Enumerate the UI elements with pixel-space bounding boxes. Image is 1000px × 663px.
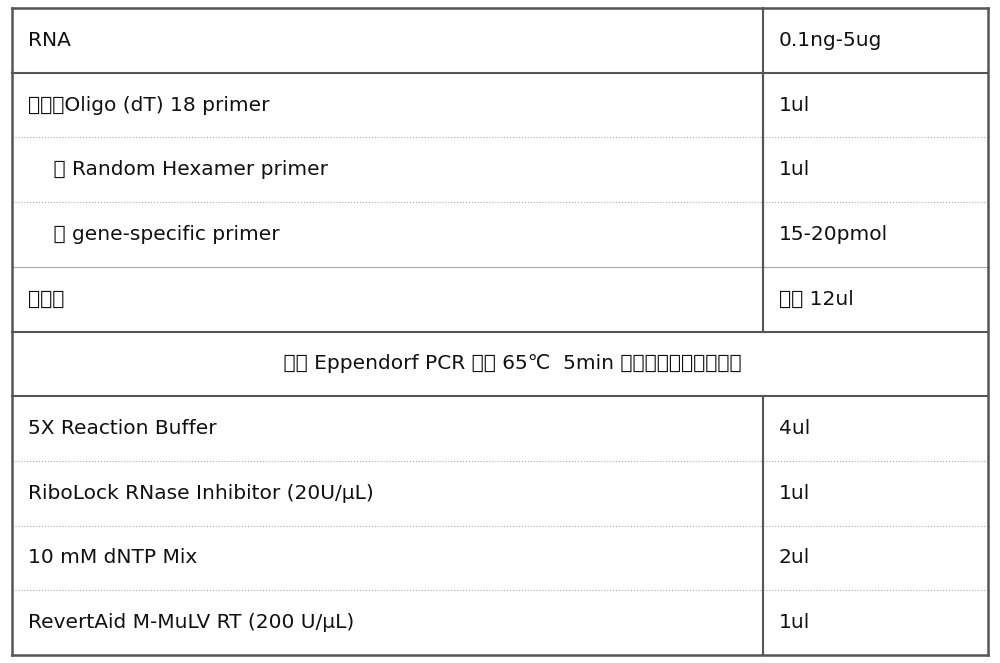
Text: 1ul: 1ul (779, 484, 810, 503)
Text: 1ul: 1ul (779, 95, 810, 115)
Text: 或 gene-specific primer: 或 gene-specific primer (28, 225, 280, 244)
Text: 或 Random Hexamer primer: 或 Random Hexamer primer (28, 160, 328, 179)
Text: 置于 Eppendorf PCR 仪上 65℃  5min 孵育，后立即至于冰上: 置于 Eppendorf PCR 仪上 65℃ 5min 孵育，后立即至于冰上 (258, 354, 742, 373)
Text: 1ul: 1ul (779, 160, 810, 179)
Text: 加至 12ul: 加至 12ul (779, 290, 853, 309)
Text: 无酶水: 无酶水 (28, 290, 64, 309)
Text: 4ul: 4ul (779, 419, 810, 438)
Text: 0.1ng-5ug: 0.1ng-5ug (779, 30, 882, 50)
Text: 10 mM dNTP Mix: 10 mM dNTP Mix (28, 548, 197, 568)
Text: 5X Reaction Buffer: 5X Reaction Buffer (28, 419, 217, 438)
Text: RNA: RNA (28, 30, 71, 50)
Text: 15-20pmol: 15-20pmol (779, 225, 888, 244)
Text: RevertAid M-MuLV RT (200 U/μL): RevertAid M-MuLV RT (200 U/μL) (28, 613, 354, 633)
Text: 2ul: 2ul (779, 548, 810, 568)
Text: RiboLock RNase Inhibitor (20U/μL): RiboLock RNase Inhibitor (20U/μL) (28, 484, 374, 503)
Text: 引物：Oligo (dT) 18 primer: 引物：Oligo (dT) 18 primer (28, 95, 270, 115)
Text: 1ul: 1ul (779, 613, 810, 633)
